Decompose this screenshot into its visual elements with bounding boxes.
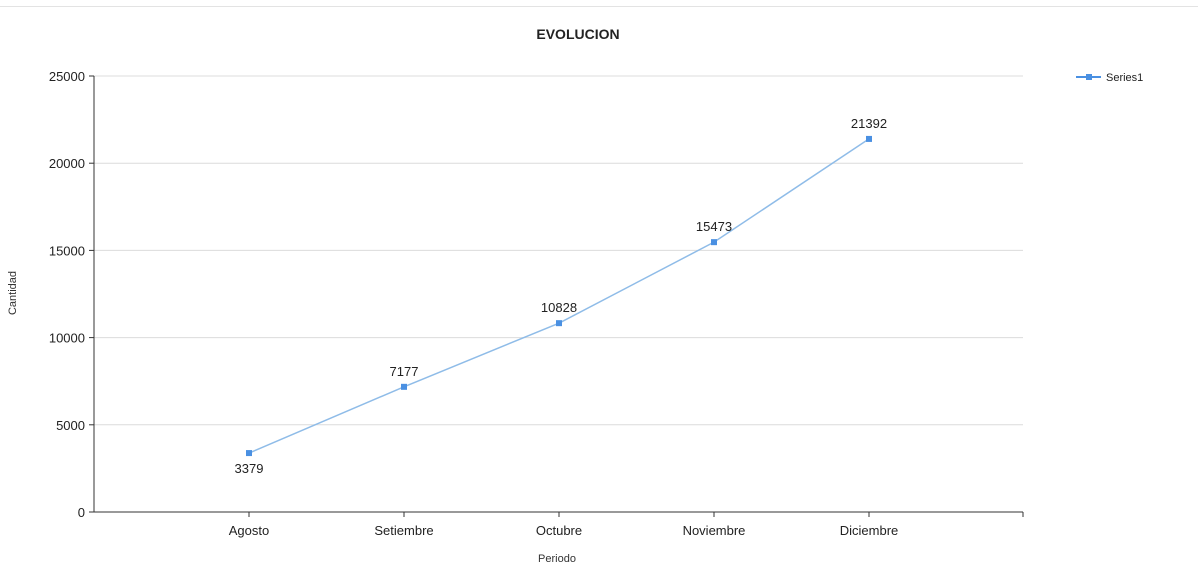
- y-tick-label: 15000: [49, 243, 85, 258]
- data-point: [246, 450, 252, 457]
- chart-title: EVOLUCION: [536, 26, 619, 42]
- data-point: [711, 239, 717, 246]
- data-point: [556, 320, 562, 327]
- series-line: [248, 138, 870, 454]
- data-label: 10828: [541, 300, 577, 315]
- data-label: 21392: [851, 116, 887, 131]
- y-tick-label: 5000: [56, 418, 85, 433]
- y-axis-ticks: 0 5000 10000 15000 20000 25000: [49, 69, 94, 520]
- y-tick-label: 10000: [49, 331, 85, 346]
- x-axis-ticks: Agosto Setiembre Octubre Noviembre Diciembre: [229, 512, 899, 538]
- x-axis-label: Periodo: [538, 553, 576, 565]
- legend: Series1: [1076, 72, 1143, 84]
- y-tick-label: 25000: [49, 69, 85, 84]
- data-label: 7177: [390, 364, 419, 379]
- series-group: 3379 7177 10828 15473 21392: [235, 116, 888, 476]
- data-label: 3379: [235, 461, 264, 476]
- y-tick-label: 20000: [49, 156, 85, 171]
- y-axis-label: Cantidad: [7, 271, 19, 315]
- top-divider: [0, 6, 1198, 7]
- data-point: [866, 135, 872, 142]
- gridlines: [94, 75, 1023, 426]
- legend-label: Series1: [1106, 72, 1143, 84]
- y-tick-label: 0: [78, 505, 85, 520]
- x-tick-label: Setiembre: [374, 523, 433, 538]
- data-label: 15473: [696, 219, 732, 234]
- data-point: [401, 383, 407, 390]
- axes: [93, 76, 1024, 517]
- legend-marker: [1086, 74, 1092, 80]
- x-tick-label: Noviembre: [683, 523, 746, 538]
- x-tick-label: Octubre: [536, 523, 582, 538]
- x-tick-label: Diciembre: [840, 523, 899, 538]
- x-tick-label: Agosto: [229, 523, 269, 538]
